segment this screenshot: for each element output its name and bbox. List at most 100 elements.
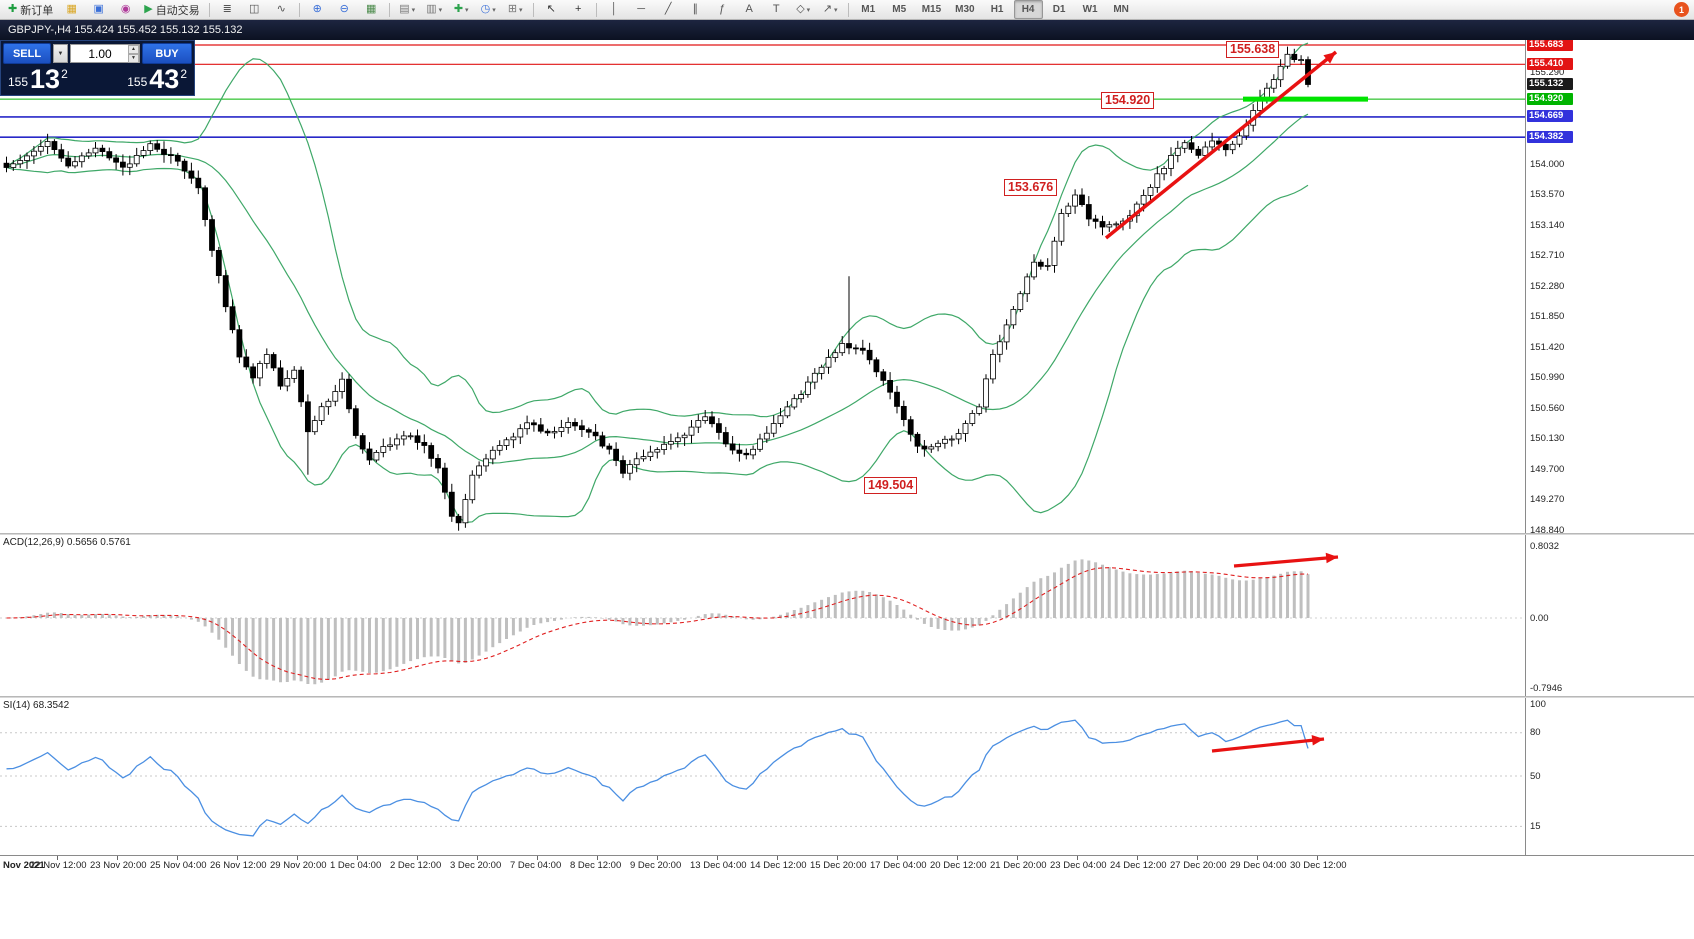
macd-arrow[interactable] — [1233, 555, 1339, 568]
periods-button[interactable]: ◷ ▾ — [476, 0, 501, 19]
auto-trading-icon: ▶ — [144, 3, 153, 15]
cursor-tool-button[interactable]: ↖ — [539, 0, 564, 19]
channel-tool-icon: ∥ — [692, 3, 698, 15]
chevron-down-icon: ▾ — [519, 6, 523, 14]
timeframe-mn-button[interactable]: MN — [1113, 4, 1129, 15]
time-axis-label: 25 Nov 04:00 — [150, 860, 207, 871]
buy-button[interactable]: BUY — [142, 43, 192, 64]
news-calendar-button[interactable]: ⊞ ▾ — [503, 0, 528, 19]
zoom-out-icon: ⊖ — [339, 3, 349, 15]
timeframe-m1-button[interactable]: M1 — [861, 4, 876, 15]
timeframe-h1-button[interactable]: H1 — [990, 4, 1004, 15]
hline-tool-button[interactable]: ─ — [629, 0, 654, 19]
bar-chart-icon-button[interactable]: ≣ — [215, 0, 240, 19]
volume-preset-dropdown[interactable]: ▼ — [53, 44, 68, 63]
time-axis-tick — [1077, 856, 1078, 860]
label-tool-button[interactable]: T — [764, 0, 789, 19]
price-tick-label: 151.850 — [1530, 311, 1565, 322]
timeframe-m30-button[interactable]: M30 — [955, 4, 975, 15]
right-axis[interactable]: 155.290 154.000 153.570 153.140 152.710 152.2… — [1526, 0, 1694, 939]
price-tag: 155.683 — [1527, 39, 1573, 51]
time-axis-label: 23 Dec 04:00 — [1050, 860, 1107, 871]
channel-tool-button[interactable]: ∥ — [683, 0, 708, 19]
time-axis-tick — [657, 856, 658, 860]
rsi-axis-label: 50 — [1530, 771, 1541, 782]
time-axis-label: 29 Nov 20:00 — [270, 860, 327, 871]
zoom-in-button[interactable]: ⊕ — [305, 0, 330, 19]
price-tick-label: 150.130 — [1530, 433, 1565, 444]
arrows-tool-icon: ↗ — [822, 3, 833, 15]
shapes-tool-button[interactable]: ◇ ▾ — [791, 0, 816, 19]
price-tag: 155.410 — [1527, 58, 1573, 70]
time-axis-label: 13 Dec 04:00 — [690, 860, 747, 871]
data-window-icon-button[interactable]: ◉ — [113, 0, 138, 19]
notification-badge[interactable]: 1 — [1674, 2, 1689, 17]
market-watch-icon-icon: ▣ — [93, 3, 104, 15]
timeframe-d1-button[interactable]: D1 — [1052, 4, 1066, 15]
time-axis-label: 24 Dec 12:00 — [1110, 860, 1167, 871]
toolbar-separator — [208, 2, 210, 17]
hline-tool-icon: ─ — [637, 3, 646, 15]
timeframe-h4-button[interactable]: H4 — [1013, 0, 1043, 19]
templates-button[interactable]: ▤ ▾ — [395, 0, 420, 19]
chart-canvas[interactable] — [0, 20, 1525, 533]
macd-canvas[interactable] — [0, 536, 1525, 696]
profiles-icon-button[interactable]: ▦ — [59, 0, 84, 19]
fibonacci-tool-button[interactable]: ƒ — [710, 0, 735, 19]
add-indicator-button[interactable]: ✚ ▾ — [449, 0, 474, 19]
shapes-tool-icon: ◇ — [796, 3, 805, 15]
timeframe-w1-button[interactable]: W1 — [1082, 4, 1098, 15]
macd-axis-label: -0.7946 — [1530, 683, 1563, 694]
arrows-tool-button[interactable]: ↗ ▾ — [818, 0, 843, 19]
timeframe-m15-button[interactable]: M15 — [921, 4, 942, 15]
time-axis-tick — [537, 856, 538, 860]
vline-tool-icon: │ — [610, 3, 618, 15]
macd-histogram — [11, 559, 1310, 685]
volume-stepper-down[interactable]: ▼ — [128, 54, 139, 63]
trend-arrow-head — [1323, 52, 1336, 64]
trend-arrow[interactable] — [1104, 50, 1338, 240]
trendline-tool-button[interactable]: ╱ — [656, 0, 681, 19]
time-axis-tick — [357, 856, 358, 860]
text-tool-icon: A — [745, 3, 753, 15]
pane-splitter-rsi[interactable] — [0, 696, 1694, 698]
time-axis-label: 7 Dec 04:00 — [510, 860, 562, 871]
volume-stepper-up[interactable]: ▲ — [128, 45, 139, 54]
new-order-icon: ✚ — [8, 3, 18, 15]
time-axis[interactable]: Nov 2021 22 Nov 12:00 23 Nov 20:00 25 Nov 0… — [0, 856, 1694, 878]
time-axis-tick — [1017, 856, 1018, 860]
time-axis-tick — [1257, 856, 1258, 860]
pane-splitter-macd[interactable] — [0, 533, 1694, 535]
auto-trading-button[interactable]: ▶ 自动交易 — [140, 0, 203, 19]
rsi-canvas[interactable] — [0, 699, 1525, 855]
ask-prefix: 155 — [127, 75, 148, 89]
new-order-button[interactable]: ✚ 新订单 — [4, 0, 57, 19]
text-tool-button[interactable]: A — [737, 0, 762, 19]
zoom-out-button[interactable]: ⊖ — [332, 0, 357, 19]
crosshair-tool-icon: + — [574, 3, 582, 15]
crosshair-tool-button[interactable]: + — [566, 0, 591, 19]
tile-windows-button[interactable]: ▦ — [359, 0, 384, 19]
vline-tool-button[interactable]: │ — [602, 0, 627, 19]
chevron-down-icon: ▾ — [438, 6, 443, 14]
time-axis-tick — [237, 856, 238, 860]
timeframe-m5-button[interactable]: M5 — [892, 4, 907, 15]
toolbar-separator — [595, 2, 597, 17]
candlestick-chart-icon-button[interactable]: ◫ — [242, 0, 267, 19]
time-axis-label: 23 Nov 20:00 — [90, 860, 147, 871]
volume-input[interactable] — [70, 44, 140, 63]
market-watch-icon-button[interactable]: ▣ — [86, 0, 111, 19]
rsi-arrow[interactable] — [1211, 737, 1325, 753]
time-axis-tick — [777, 856, 778, 860]
templates-icon: ▤ — [399, 3, 410, 15]
rsi-label: SI(14) 68.3542 — [3, 700, 70, 711]
time-axis-tick — [177, 856, 178, 860]
chart-title-bar[interactable]: GBPJPY-,H4 155.424 155.452 155.132 155.1… — [0, 20, 1694, 40]
line-chart-icon-button[interactable]: ∿ — [269, 0, 294, 19]
profiles-menu-button[interactable]: ▥ ▾ — [422, 0, 447, 19]
time-axis-label: 14 Dec 12:00 — [750, 860, 807, 871]
time-axis-tick — [837, 856, 838, 860]
sell-button[interactable]: SELL — [3, 43, 51, 64]
macd-label: ACD(12,26,9) 0.5656 0.5761 — [3, 537, 131, 548]
macd-arrow-head — [1325, 552, 1338, 564]
